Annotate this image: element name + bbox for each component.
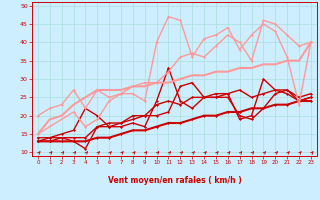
X-axis label: Vent moyen/en rafales ( km/h ): Vent moyen/en rafales ( km/h ) [108, 176, 241, 185]
